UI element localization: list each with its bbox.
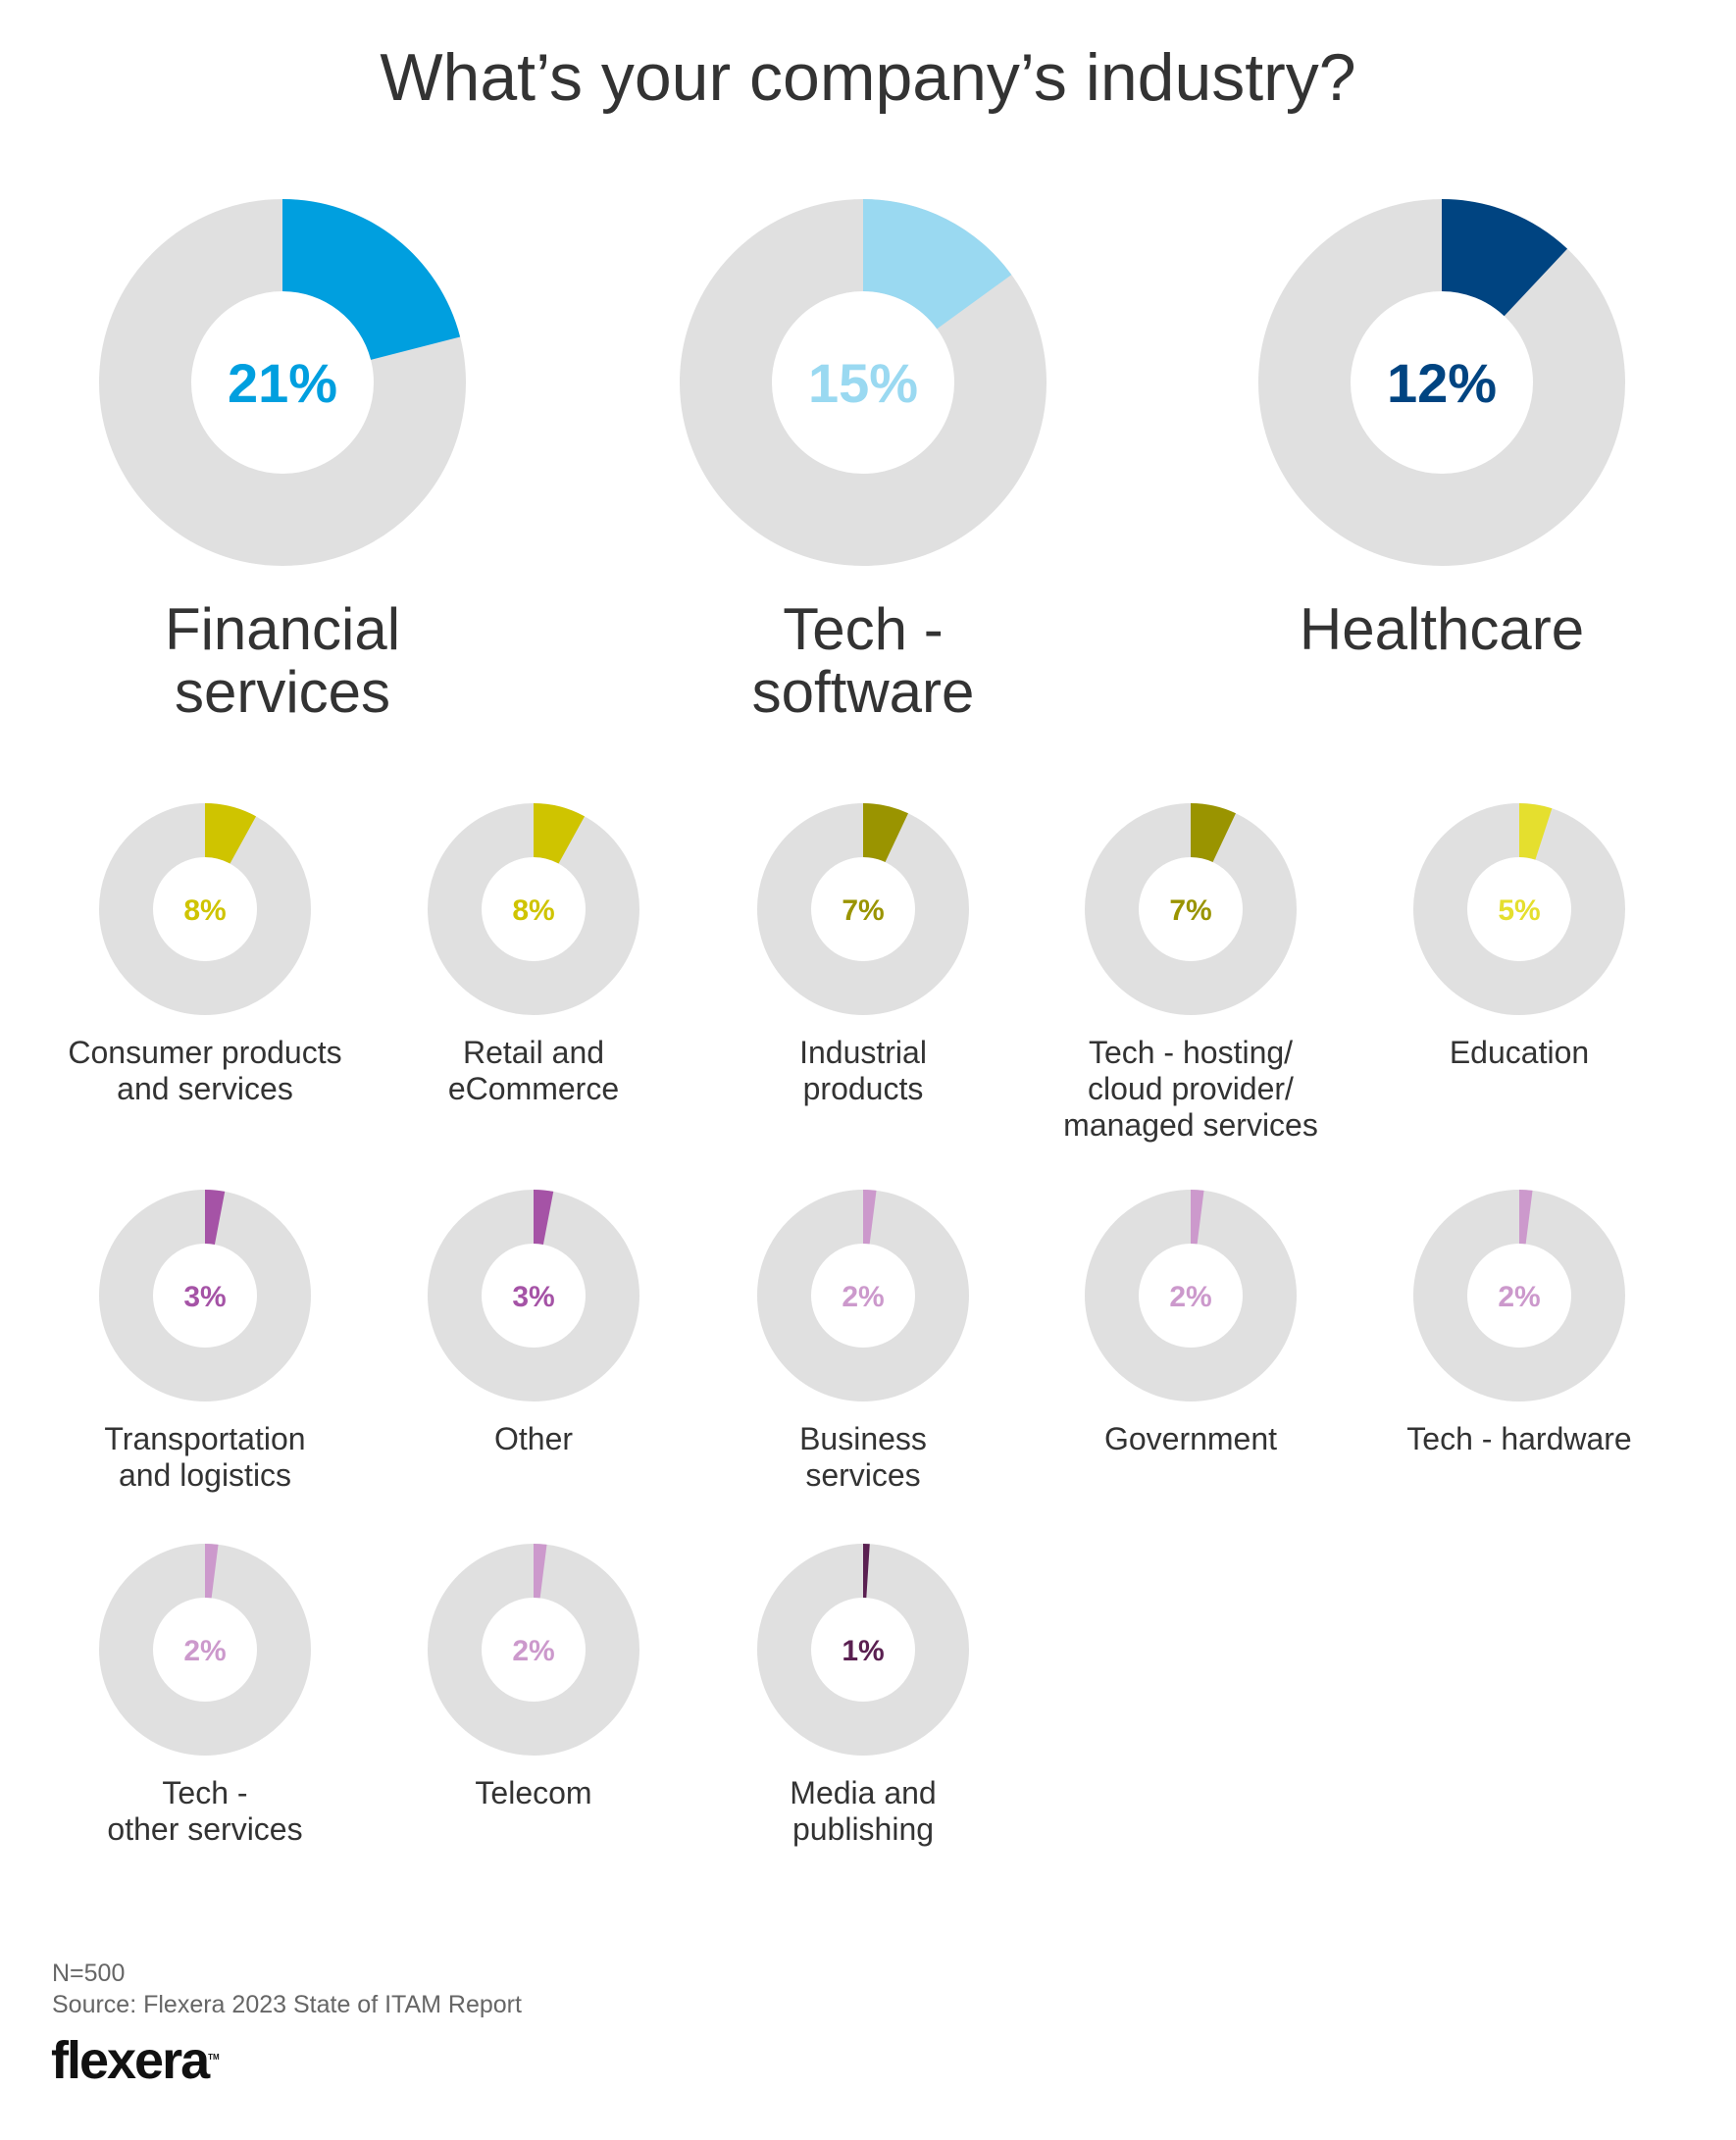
donut-slice-consumer-products-and-services <box>205 803 257 864</box>
chart-title: What’s your company’s industry? <box>380 40 1356 115</box>
flexera-logo: flexeraTM <box>51 2031 220 2090</box>
donut-slice-other <box>534 1190 554 1245</box>
source-note: Source: Flexera 2023 State of ITAM Repor… <box>52 1991 522 2018</box>
donut-slice-industrial-products <box>863 803 908 863</box>
value-label-tech-hosting-cloud-provider-managed-services: 7% <box>1169 894 1211 927</box>
value-label-tech-software: 15% <box>808 352 918 414</box>
category-label-tech-hosting-cloud-provider-managed-services: Tech - hosting/ cloud provider/ managed … <box>1063 1035 1318 1143</box>
donut-slice-tech-software <box>863 199 1012 330</box>
value-label-telecom: 2% <box>512 1635 554 1667</box>
category-label-education: Education <box>1449 1035 1590 1070</box>
donut-slice-tech-other-services <box>205 1544 219 1599</box>
donut-slice-healthcare <box>1442 199 1568 317</box>
donut-slice-business-services <box>863 1190 877 1245</box>
value-label-education: 5% <box>1498 894 1540 927</box>
category-label-government: Government <box>1103 1421 1278 1456</box>
category-label-industrial-products: Industrial products <box>799 1035 927 1106</box>
value-label-retail-and-ecommerce: 8% <box>512 894 554 927</box>
value-label-tech-hardware: 2% <box>1498 1281 1540 1313</box>
value-label-government: 2% <box>1169 1281 1211 1313</box>
value-label-healthcare: 12% <box>1387 352 1497 414</box>
category-label-tech-other-services: Tech - other services <box>107 1775 303 1847</box>
donut-slice-telecom <box>534 1544 547 1599</box>
category-label-media-and-publishing: Media and publishing <box>790 1775 937 1847</box>
category-label-retail-and-ecommerce: Retail and eCommerce <box>447 1035 620 1106</box>
donut-slice-transportation-and-logistics <box>205 1190 226 1245</box>
category-label-consumer-products-and-services: Consumer products and services <box>68 1035 342 1106</box>
value-label-financial-services: 21% <box>228 352 337 414</box>
category-label-other: Other <box>493 1421 574 1456</box>
category-label-tech-hardware: Tech - hardware <box>1406 1421 1632 1456</box>
category-label-financial-services: Financial services <box>164 596 401 725</box>
category-label-healthcare: Healthcare <box>1299 596 1585 662</box>
category-label-business-services: Business services <box>799 1421 927 1493</box>
donut-slice-tech-hardware <box>1519 1190 1533 1245</box>
donut-slice-government <box>1191 1190 1204 1245</box>
category-label-telecom: Telecom <box>475 1775 592 1810</box>
value-label-industrial-products: 7% <box>842 894 884 927</box>
value-label-other: 3% <box>512 1281 554 1313</box>
donut-slice-financial-services <box>282 199 461 360</box>
value-label-consumer-products-and-services: 8% <box>183 894 226 927</box>
donut-slice-tech-hosting-cloud-provider-managed-services <box>1191 803 1236 863</box>
category-label-transportation-and-logistics: Transportation and logistics <box>104 1421 306 1493</box>
value-label-media-and-publishing: 1% <box>842 1635 884 1667</box>
donut-slice-media-and-publishing <box>863 1544 870 1599</box>
value-label-transportation-and-logistics: 3% <box>183 1281 226 1313</box>
logo-text: flexera <box>51 2031 210 2090</box>
donut-slice-retail-and-ecommerce <box>534 803 586 864</box>
donut-slice-education <box>1519 803 1553 860</box>
value-label-tech-other-services: 2% <box>183 1635 226 1667</box>
value-label-business-services: 2% <box>842 1281 884 1313</box>
sample-size: N=500 <box>52 1960 126 1987</box>
category-label-tech-software: Tech - software <box>751 596 975 725</box>
